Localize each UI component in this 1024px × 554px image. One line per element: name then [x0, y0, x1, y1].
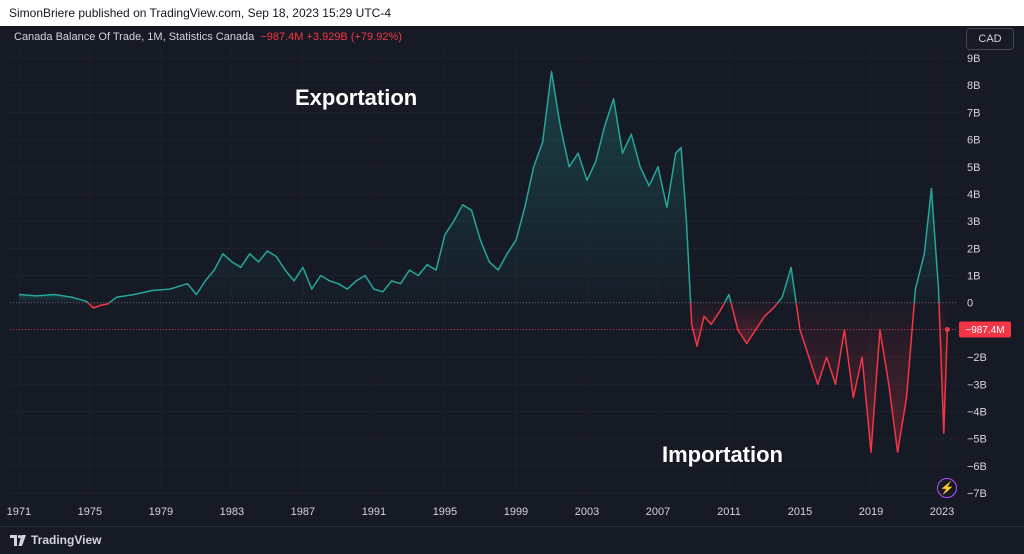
importation-annotation: Importation: [662, 442, 783, 467]
deficit-line: [87, 302, 110, 309]
deficit-area: [731, 302, 778, 344]
x-axis: 1971 1975 1979 1983 1987 1991 1995 1999 2003 2007…: [7, 506, 955, 518]
currency-button[interactable]: CAD: [966, 28, 1014, 50]
deficit-line: [689, 302, 726, 347]
x-tick-label: 2011: [717, 506, 741, 518]
tradingview-logo[interactable]: TradingView: [10, 533, 101, 547]
legend-values: −987.4M +3.929B (+79.92%): [260, 31, 402, 43]
y-tick-label: 8B: [967, 80, 980, 92]
surplus-area: [109, 71, 691, 303]
deficit-area: [796, 302, 915, 453]
x-tick-label: 1995: [433, 506, 457, 518]
surplus-line: [723, 293, 732, 304]
y-tick-label: −3B: [967, 379, 987, 391]
y-tick-label: −5B: [967, 434, 987, 446]
last-value-layer: −987.4M: [10, 321, 1011, 338]
last-value-point: [944, 327, 950, 333]
exportation-annotation: Exportation: [295, 85, 418, 110]
area-layer: [18, 71, 948, 453]
x-tick-label: 1991: [362, 506, 386, 518]
x-tick-label: 2015: [788, 506, 812, 518]
last-value-tag: [959, 321, 1011, 338]
x-tick-label: 1975: [78, 506, 102, 518]
surplus-line: [913, 187, 940, 303]
x-tick-label: 1999: [504, 506, 528, 518]
deficit-line: [795, 302, 916, 453]
tradingview-logo-text: TradingView: [31, 533, 102, 547]
lightning-icon[interactable]: ⚡: [937, 478, 957, 498]
y-tick-label: 0: [967, 298, 973, 310]
tradingview-logo-icon: [10, 534, 26, 546]
y-tick-label: −2B: [967, 352, 987, 364]
y-tick-label: 4B: [967, 189, 980, 201]
y-tick-label: 7B: [967, 107, 980, 119]
y-tick-label: 6B: [967, 135, 980, 147]
legend-symbol-name: Canada Balance Of Trade, 1M, Statistics …: [14, 31, 255, 43]
surplus-line: [777, 266, 797, 304]
last-value-label: −987.4M: [965, 325, 1004, 336]
line-layer: [18, 70, 949, 453]
publisher-bar: SimonBriere published on TradingView.com…: [0, 0, 1024, 26]
bottom-bar: TradingView: [0, 526, 1024, 554]
x-tick-label: 2023: [930, 506, 954, 518]
surplus-area: [777, 267, 797, 303]
y-tick-label: −4B: [967, 406, 987, 418]
y-tick-label: 1B: [967, 271, 980, 283]
chart-legend[interactable]: Canada Balance Of Trade, 1M, Statistics …: [14, 31, 402, 43]
y-tick-label: −6B: [967, 461, 987, 473]
y-tick-label: 3B: [967, 216, 980, 228]
x-tick-label: 1983: [220, 506, 244, 518]
y-tick-label: 5B: [967, 162, 980, 174]
x-tick-label: 1987: [291, 506, 315, 518]
x-tick-label: 2003: [575, 506, 599, 518]
deficit-line: [938, 302, 949, 434]
surplus-line: [108, 70, 692, 304]
y-tick-label: 2B: [967, 243, 980, 255]
x-tick-label: 1979: [149, 506, 173, 518]
surplus-line: [18, 293, 89, 304]
deficit-area: [939, 302, 948, 434]
y-tick-label: −7B: [967, 488, 987, 500]
x-tick-label: 2019: [859, 506, 883, 518]
y-tick-label: 9B: [967, 53, 980, 65]
publisher-text: SimonBriere published on TradingView.com…: [9, 6, 392, 20]
x-tick-label: 1971: [7, 506, 31, 518]
x-tick-label: 2007: [646, 506, 670, 518]
deficit-line: [730, 302, 779, 345]
